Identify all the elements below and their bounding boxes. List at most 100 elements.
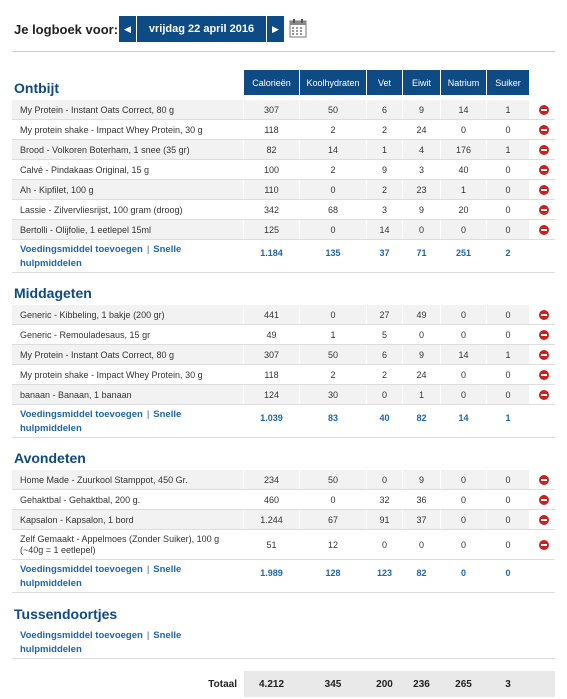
food-row: Brood - Volkoren Boterham, 1 snee (35 gr… (12, 140, 555, 160)
section-totals-row: Voedingsmiddel toevoegen | Snelle hulpmidd… (12, 629, 555, 659)
food-protein: 37 (403, 510, 440, 529)
food-carbs: 0 (300, 305, 366, 324)
remove-icon[interactable] (539, 390, 549, 400)
quick-tools-link[interactable]: Snelle hulpmiddelen (20, 564, 182, 589)
food-sodium: 0 (441, 305, 486, 324)
food-name: Bertolli - Olijfolie, 1 eetlepel 15ml (12, 220, 243, 239)
remove-icon[interactable] (539, 145, 549, 155)
food-sodium: 0 (460, 329, 466, 340)
food-fat: 14 (367, 220, 402, 239)
food-carbs: 68 (327, 204, 338, 215)
next-day-button[interactable]: ▶ (267, 16, 284, 42)
quick-tools-link[interactable]: Snelle hulpmiddelen (20, 244, 182, 269)
food-name: My Protein - Instant Oats Correct, 80 g (12, 100, 243, 119)
remove-icon[interactable] (539, 310, 549, 320)
section-total-carbs: 128 (325, 568, 341, 578)
food-calories: 234 (244, 470, 299, 489)
food-name: My protein shake - Impact Whey Protein, … (20, 124, 203, 135)
section-total-sodium: 0 (460, 568, 466, 578)
grand-total-calories: 4.212 (258, 678, 285, 690)
food-calories: 342 (263, 204, 280, 215)
food-protein: 9 (418, 204, 424, 215)
section-total-carbs: 83 (327, 413, 338, 423)
food-sugar: 0 (505, 494, 511, 505)
food-fat: 91 (367, 510, 402, 529)
remove-icon[interactable] (539, 105, 549, 115)
food-sugar: 1 (487, 100, 529, 119)
food-sugar: 0 (487, 305, 529, 324)
food-row: Gehaktbal - Gehaktbal, 200 g. 460 0 32 36 0 0 (12, 490, 555, 510)
food-sugar: 0 (505, 204, 511, 215)
food-fat: 3 (381, 204, 387, 215)
quick-tools-link[interactable]: Snelle hulpmiddelen (20, 630, 182, 655)
food-name: Ah - Kipfilet, 100 g (12, 180, 243, 199)
add-food-link[interactable]: Voedingsmiddel toevoegen (20, 409, 143, 420)
remove-icon[interactable] (539, 495, 549, 505)
logbook-label: Je logboek voor: (14, 21, 119, 37)
food-name: Generic - Kibbeling, 1 bakje (200 gr) (12, 305, 243, 324)
remove-icon[interactable] (539, 475, 549, 485)
remove-icon[interactable] (539, 370, 549, 380)
remove-icon[interactable] (539, 350, 549, 360)
food-fat: 5 (381, 329, 387, 340)
food-carbs: 0 (330, 494, 336, 505)
food-carbs: 0 (300, 180, 366, 199)
current-date: vrijdag 22 april 2016 (136, 16, 267, 42)
column-header-protein: Eiwit (403, 70, 440, 95)
remove-icon[interactable] (539, 165, 549, 175)
link-separator: | (146, 564, 150, 575)
food-name: banaan - Banaan, 1 banaan (12, 385, 243, 404)
food-sodium: 176 (441, 140, 486, 159)
food-protein: 9 (403, 470, 440, 489)
food-calories: 51 (266, 539, 277, 550)
section-title: Tussendoortjes (14, 606, 118, 622)
food-protein: 9 (403, 100, 440, 119)
food-row: Generic - Remouladesaus, 15 gr 49 1 5 0 0 0 (12, 325, 555, 345)
food-protein: 0 (403, 220, 440, 239)
remove-icon[interactable] (539, 205, 549, 215)
prev-day-button[interactable]: ◀ (119, 16, 136, 42)
food-calories: 49 (266, 329, 277, 340)
remove-icon[interactable] (539, 125, 549, 135)
food-carbs: 0 (300, 220, 366, 239)
grand-total-spacer (12, 671, 243, 697)
column-header-fat: Vet (367, 70, 402, 95)
grand-total-carbs: 345 (324, 678, 342, 690)
food-fat: 2 (381, 369, 387, 380)
food-row: Calvé - Pindakaas Original, 15 g 100 2 9 3 40… (12, 160, 555, 180)
food-sugar: 0 (487, 220, 529, 239)
food-row: Kapsalon - Kapsalon, 1 bord 1.244 67 91 37 0 0 (12, 510, 555, 530)
food-protein: 0 (418, 539, 424, 550)
link-separator: | (146, 630, 150, 641)
section-total-fat: 123 (376, 568, 393, 578)
section-total-protein: 82 (416, 568, 427, 578)
food-sodium: 14 (441, 345, 486, 364)
section-title: Middageten (14, 285, 92, 301)
quick-tools-link[interactable]: Snelle hulpmiddelen (20, 409, 182, 434)
food-fat: 6 (367, 100, 402, 119)
food-sodium: 0 (460, 494, 466, 505)
food-row: Zelf Gemaakt - Appelmoes (Zonder Suiker)… (12, 530, 555, 560)
food-sodium: 0 (441, 510, 486, 529)
food-carbs: 50 (300, 345, 366, 364)
add-food-link[interactable]: Voedingsmiddel toevoegen (20, 564, 143, 575)
remove-icon[interactable] (539, 185, 549, 195)
food-calories: 460 (263, 494, 280, 505)
food-protein: 0 (418, 329, 424, 340)
food-fat: 1 (367, 140, 402, 159)
add-food-link[interactable]: Voedingsmiddel toevoegen (20, 630, 143, 641)
food-protein: 36 (416, 494, 427, 505)
remove-icon[interactable] (539, 330, 549, 340)
remove-icon[interactable] (539, 225, 549, 235)
remove-icon[interactable] (539, 515, 549, 525)
food-fat: 9 (381, 164, 387, 175)
food-carbs: 50 (300, 470, 366, 489)
remove-icon[interactable] (539, 540, 549, 550)
section-total-protein: 82 (416, 413, 427, 423)
food-sugar: 0 (487, 510, 529, 529)
calendar-icon[interactable] (289, 18, 307, 38)
section-total-calories: 1.989 (260, 568, 283, 578)
food-name: My protein shake - Impact Whey Protein, … (20, 369, 203, 380)
add-food-link[interactable]: Voedingsmiddel toevoegen (20, 244, 143, 255)
